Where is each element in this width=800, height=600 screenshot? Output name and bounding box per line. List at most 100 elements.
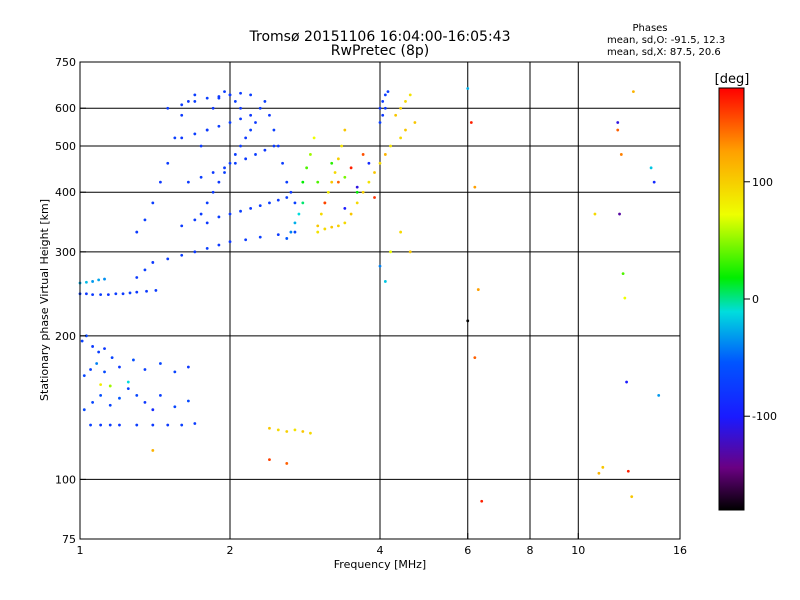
data-point <box>268 201 271 205</box>
data-point <box>355 201 359 205</box>
data-point <box>135 276 139 279</box>
data-point <box>336 180 340 184</box>
data-point <box>281 161 284 165</box>
data-point <box>349 166 353 170</box>
y-tick-label: 100 <box>55 473 76 486</box>
data-point <box>166 161 170 165</box>
data-point <box>173 370 177 374</box>
data-point <box>173 136 177 140</box>
colorbar-unit-label: [deg] <box>715 72 750 87</box>
data-point <box>145 289 148 293</box>
data-point <box>293 230 297 234</box>
data-point <box>205 201 209 205</box>
data-point <box>223 166 226 170</box>
colorbar-ticks: 100 0 -100 <box>744 176 777 423</box>
data-point <box>159 362 162 365</box>
data-point <box>199 212 203 216</box>
data-point <box>166 106 170 110</box>
data-point <box>84 292 88 296</box>
data-point <box>132 358 135 362</box>
legend-line-o: mean, sd,O: -91.5, 12.3 <box>607 35 725 46</box>
data-point <box>193 422 197 425</box>
data-point <box>103 277 106 281</box>
data-point <box>233 100 237 103</box>
data-point <box>143 401 147 404</box>
data-point <box>361 190 365 194</box>
data-point <box>211 171 215 174</box>
y-axis: 75 100 200 300 400 500 600 750 <box>55 56 86 546</box>
y-tick-label: 300 <box>55 246 76 259</box>
data-point <box>367 180 371 184</box>
data-point <box>228 121 232 124</box>
data-point <box>301 180 305 184</box>
data-point <box>343 206 347 210</box>
x-axis: 1 2 4 6 8 10 16 <box>77 533 687 557</box>
data-point <box>293 201 297 205</box>
data-point <box>381 100 385 103</box>
data-point <box>126 380 130 384</box>
data-point <box>616 128 620 132</box>
data-point <box>258 204 262 207</box>
data-point <box>84 334 88 338</box>
data-point <box>143 368 147 371</box>
data-point <box>186 100 190 103</box>
data-point <box>268 113 271 117</box>
data-point <box>135 290 139 294</box>
data-point <box>378 121 382 124</box>
data-point <box>128 291 132 295</box>
data-point <box>249 206 253 210</box>
data-point <box>154 289 158 292</box>
data-point <box>293 221 297 225</box>
data-point <box>121 292 125 296</box>
data-point <box>84 280 88 284</box>
data-point <box>593 212 597 216</box>
data-point <box>217 124 221 128</box>
data-point <box>381 113 385 117</box>
data-point <box>108 384 112 388</box>
data-point <box>343 221 347 225</box>
data-point <box>99 423 103 427</box>
data-point <box>399 106 403 110</box>
chart-title-line2: RwPretec (8p) <box>331 43 429 59</box>
data-point <box>333 171 337 174</box>
data-point <box>258 235 262 239</box>
data-point <box>108 423 112 427</box>
data-point <box>336 224 340 228</box>
data-point <box>355 190 359 194</box>
data-point <box>319 212 323 216</box>
data-point <box>95 362 99 365</box>
data-point <box>301 201 305 205</box>
data-point <box>630 495 634 499</box>
data-point <box>108 403 112 407</box>
data-point <box>173 405 177 409</box>
data-point <box>621 272 625 276</box>
y-tick-label: 200 <box>55 330 76 343</box>
data-point <box>166 257 170 261</box>
y-tick-label: 500 <box>55 140 76 153</box>
data-point <box>239 144 242 148</box>
data-point <box>373 171 376 174</box>
data-point <box>166 423 170 427</box>
data-point <box>180 113 184 117</box>
data-point <box>217 95 221 98</box>
data-point <box>193 100 197 103</box>
data-point <box>103 347 106 351</box>
data-point <box>285 462 289 465</box>
data-point <box>249 128 253 132</box>
colorbar-tick-label: 0 <box>752 293 759 306</box>
data-point <box>143 268 147 272</box>
data-point <box>473 356 477 360</box>
data-point <box>276 428 280 432</box>
data-point <box>623 296 627 300</box>
data-point <box>89 368 92 371</box>
data-point <box>378 264 382 268</box>
data-point <box>330 161 334 165</box>
data-point <box>99 383 103 387</box>
data-point <box>126 387 130 391</box>
data-point <box>619 153 623 156</box>
x-tick-label: 8 <box>527 544 534 557</box>
data-point <box>312 136 316 140</box>
data-point <box>228 212 232 216</box>
data-point <box>110 356 114 360</box>
data-point <box>205 221 209 225</box>
